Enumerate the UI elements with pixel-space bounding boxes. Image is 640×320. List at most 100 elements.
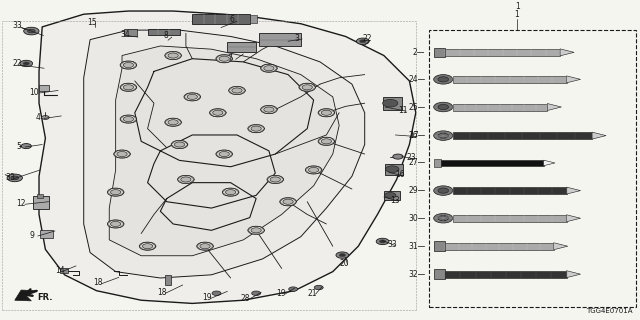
Bar bbox=[384, 191, 400, 200]
Text: 12: 12 bbox=[17, 199, 26, 208]
Text: 14: 14 bbox=[55, 266, 65, 275]
Text: 6: 6 bbox=[229, 15, 234, 24]
Text: 13: 13 bbox=[390, 196, 400, 204]
Circle shape bbox=[360, 40, 366, 43]
Circle shape bbox=[434, 186, 453, 196]
Circle shape bbox=[438, 188, 449, 193]
Circle shape bbox=[114, 150, 131, 158]
Bar bbox=[445, 271, 566, 278]
Text: TGG4E0701A: TGG4E0701A bbox=[586, 308, 633, 314]
Text: 4: 4 bbox=[36, 113, 41, 122]
Circle shape bbox=[314, 285, 323, 290]
Circle shape bbox=[393, 154, 403, 159]
Circle shape bbox=[438, 104, 449, 110]
Polygon shape bbox=[566, 271, 580, 278]
Polygon shape bbox=[547, 103, 561, 110]
Circle shape bbox=[165, 52, 181, 60]
Bar bbox=[445, 243, 554, 250]
Polygon shape bbox=[109, 46, 339, 256]
Circle shape bbox=[252, 291, 260, 295]
Circle shape bbox=[302, 85, 312, 90]
Circle shape bbox=[172, 140, 188, 149]
Bar bbox=[385, 164, 403, 175]
Bar bbox=[434, 242, 445, 251]
Circle shape bbox=[111, 190, 121, 195]
Text: 32—: 32— bbox=[408, 270, 426, 279]
Text: 5: 5 bbox=[17, 142, 22, 151]
Circle shape bbox=[280, 197, 296, 206]
Text: FR.: FR. bbox=[38, 293, 53, 302]
Text: 1: 1 bbox=[516, 2, 520, 11]
Circle shape bbox=[260, 64, 277, 72]
Circle shape bbox=[356, 38, 369, 44]
Polygon shape bbox=[592, 132, 606, 139]
Circle shape bbox=[283, 199, 293, 204]
Circle shape bbox=[336, 252, 349, 258]
Bar bbox=[429, 30, 636, 307]
Text: 10: 10 bbox=[29, 88, 39, 97]
Bar bbox=[124, 29, 137, 36]
Text: 17: 17 bbox=[410, 131, 419, 140]
Circle shape bbox=[376, 238, 389, 244]
Text: 22: 22 bbox=[363, 35, 372, 44]
Circle shape bbox=[111, 221, 121, 227]
Circle shape bbox=[196, 242, 213, 250]
Text: 33: 33 bbox=[6, 173, 15, 182]
Text: 23: 23 bbox=[407, 153, 417, 162]
Bar bbox=[434, 269, 445, 279]
Bar bbox=[453, 76, 566, 83]
Circle shape bbox=[124, 62, 134, 68]
Circle shape bbox=[434, 131, 453, 140]
Text: 24—: 24— bbox=[408, 75, 426, 84]
Circle shape bbox=[216, 55, 232, 63]
Circle shape bbox=[267, 175, 284, 184]
Text: 11: 11 bbox=[398, 106, 408, 115]
Text: 29—: 29— bbox=[408, 186, 426, 195]
Circle shape bbox=[168, 120, 178, 125]
Circle shape bbox=[434, 213, 453, 223]
Text: 1: 1 bbox=[515, 10, 519, 19]
Polygon shape bbox=[566, 215, 580, 222]
Circle shape bbox=[438, 216, 449, 221]
Circle shape bbox=[168, 53, 178, 58]
Circle shape bbox=[222, 188, 239, 196]
Circle shape bbox=[219, 151, 229, 156]
Text: 30—: 30— bbox=[408, 214, 426, 223]
Bar bbox=[259, 33, 301, 46]
Bar bbox=[227, 42, 256, 52]
Circle shape bbox=[225, 190, 236, 195]
Bar bbox=[39, 85, 49, 91]
Text: 33: 33 bbox=[12, 21, 22, 30]
Bar bbox=[453, 103, 547, 110]
Bar bbox=[453, 187, 566, 194]
Circle shape bbox=[187, 94, 197, 100]
Circle shape bbox=[248, 124, 264, 133]
Circle shape bbox=[108, 220, 124, 228]
Circle shape bbox=[42, 116, 49, 119]
Circle shape bbox=[180, 177, 191, 182]
Circle shape bbox=[305, 166, 322, 174]
Text: 28: 28 bbox=[240, 294, 250, 303]
Circle shape bbox=[212, 291, 221, 295]
Circle shape bbox=[209, 108, 226, 117]
Bar bbox=[192, 14, 250, 24]
Circle shape bbox=[434, 102, 453, 112]
Text: 20: 20 bbox=[339, 259, 349, 268]
Circle shape bbox=[177, 175, 194, 184]
Bar bbox=[453, 215, 566, 222]
Circle shape bbox=[11, 176, 19, 180]
Text: 18: 18 bbox=[157, 288, 166, 297]
Text: 19: 19 bbox=[202, 293, 211, 302]
Text: 9: 9 bbox=[29, 231, 35, 240]
Text: 16: 16 bbox=[396, 170, 405, 179]
Text: 25—: 25— bbox=[408, 102, 426, 111]
Circle shape bbox=[212, 110, 223, 115]
Circle shape bbox=[228, 86, 245, 95]
Polygon shape bbox=[560, 49, 574, 56]
Circle shape bbox=[143, 244, 153, 249]
Bar bbox=[445, 49, 560, 56]
Bar bbox=[148, 29, 179, 35]
Circle shape bbox=[299, 83, 316, 92]
Bar bbox=[442, 160, 543, 166]
Polygon shape bbox=[554, 243, 568, 250]
